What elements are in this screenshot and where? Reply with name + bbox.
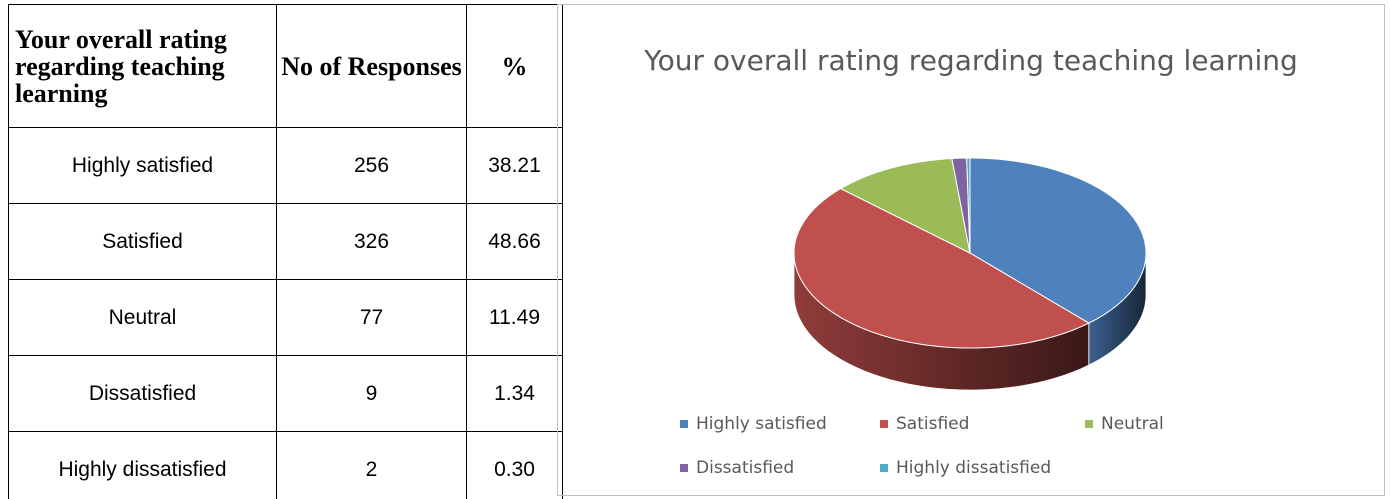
table-cell: 326 bbox=[276, 203, 467, 280]
table-cell: 0.30 bbox=[466, 431, 563, 499]
legend-swatch bbox=[680, 420, 688, 428]
rating-table: Your overall rating regarding teaching l… bbox=[8, 4, 563, 499]
header-cell: Your overall rating regarding teaching l… bbox=[8, 4, 277, 128]
pie-slice bbox=[793, 187, 1090, 349]
table-cell: 38.21 bbox=[466, 127, 563, 204]
table-row: Highly dissatisfied 2 0.30 bbox=[8, 431, 563, 499]
header-row: Your overall rating regarding teaching l… bbox=[8, 4, 563, 128]
table-cell: 77 bbox=[276, 279, 467, 356]
table-row: Satisfied 326 48.66 bbox=[8, 203, 563, 280]
legend-swatch bbox=[880, 420, 888, 428]
table-cell: Highly satisfied bbox=[8, 127, 277, 204]
legend-label: Highly dissatisfied bbox=[896, 458, 1051, 478]
chart-title: Your overall rating regarding teaching l… bbox=[644, 44, 1298, 77]
table-cell: Highly dissatisfied bbox=[8, 431, 277, 499]
table-cell: 256 bbox=[276, 127, 467, 204]
table-cell: 1.34 bbox=[466, 355, 563, 432]
table-cell: 2 bbox=[276, 431, 467, 499]
table-cell: Dissatisfied bbox=[8, 355, 277, 432]
pie-chart: Highly satisfied Satisfied Neutral Dissatis… bbox=[680, 157, 1164, 478]
pie-slice bbox=[966, 157, 971, 254]
legend-label: Highly satisfied bbox=[696, 414, 827, 434]
table-row: Dissatisfied 9 1.34 bbox=[8, 355, 563, 432]
table-row: Neutral 77 11.49 bbox=[8, 279, 563, 356]
chart-box: Your overall rating regarding teaching l… bbox=[557, 4, 1385, 496]
legend-swatch bbox=[680, 464, 688, 472]
header-cell: No of Responses bbox=[276, 4, 467, 128]
legend-label: Neutral bbox=[1101, 414, 1164, 434]
table-cell: 48.66 bbox=[466, 203, 563, 280]
legend-swatch bbox=[880, 464, 888, 472]
table-cell: Neutral bbox=[8, 279, 277, 356]
table-cell: 11.49 bbox=[466, 279, 563, 356]
pie-slice bbox=[839, 157, 971, 254]
table-row: Highly satisfied 256 38.21 bbox=[8, 127, 563, 204]
table-cell: Satisfied bbox=[8, 203, 277, 280]
header-cell: % bbox=[466, 4, 563, 128]
legend-swatch bbox=[1085, 420, 1093, 428]
pie-slice bbox=[969, 157, 1147, 324]
legend-label: Dissatisfied bbox=[696, 458, 794, 478]
legend-label: Satisfied bbox=[896, 414, 969, 434]
table-cell: 9 bbox=[276, 355, 467, 432]
